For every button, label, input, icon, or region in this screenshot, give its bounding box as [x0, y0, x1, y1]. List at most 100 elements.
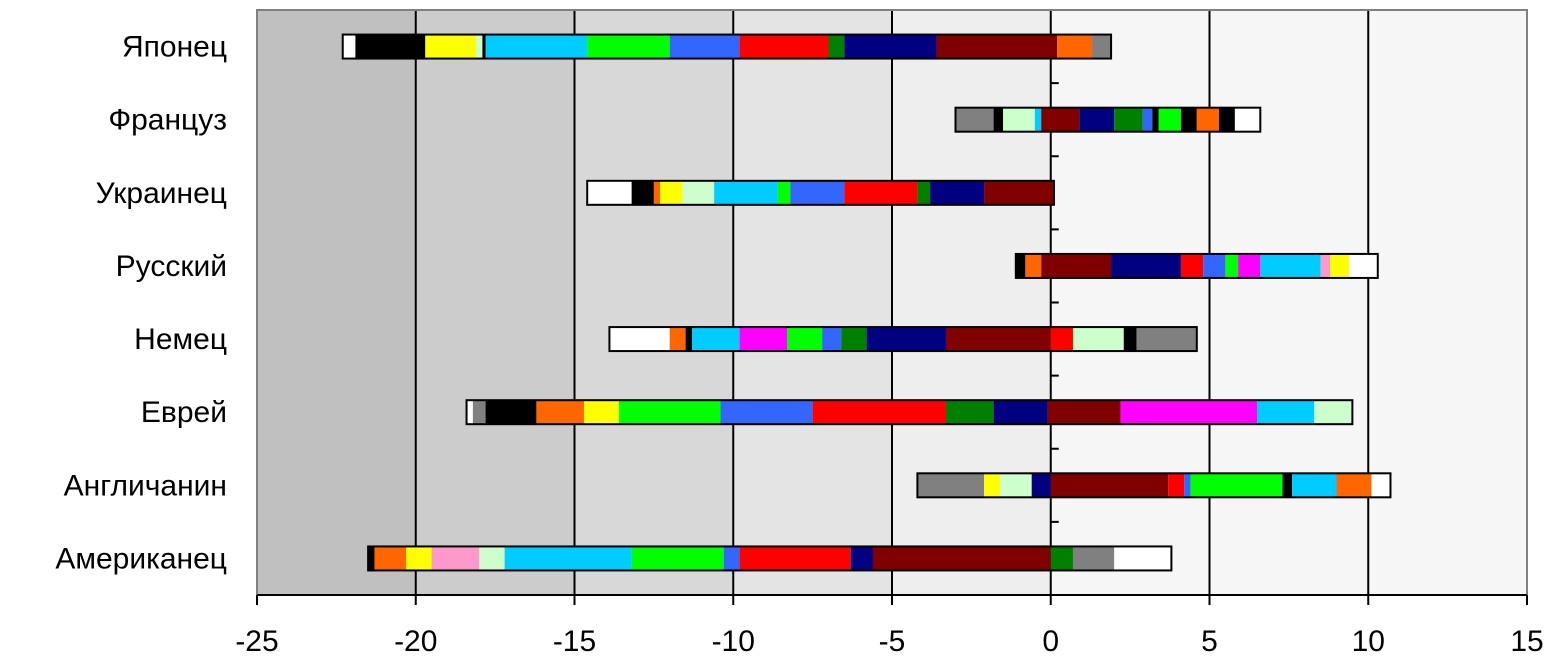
- bar-segment: [1292, 473, 1337, 498]
- bar-segment: [587, 180, 632, 205]
- bar-segment: [485, 400, 537, 425]
- bar-segment: [945, 327, 1051, 352]
- x-tick-label: -20: [394, 625, 437, 658]
- bar-row: [367, 545, 1173, 572]
- x-tick-label: 15: [1510, 625, 1543, 658]
- bar-segment: [682, 180, 715, 205]
- bar-segment: [476, 34, 483, 59]
- category-label: Француз: [108, 104, 227, 137]
- bar-segment: [504, 546, 632, 571]
- category-label: Немец: [134, 323, 227, 356]
- bar-segment: [406, 546, 432, 571]
- bar-segment: [1196, 107, 1220, 132]
- bar-segment: [609, 327, 670, 352]
- bar-segment: [1314, 400, 1353, 425]
- bar-segment: [1025, 253, 1042, 278]
- bar-segment: [472, 400, 486, 425]
- bar-segment: [1041, 253, 1112, 278]
- bar-segment: [999, 473, 1032, 498]
- bar-segment: [1031, 473, 1051, 498]
- bar-row: [341, 33, 1113, 60]
- bar-segment: [669, 34, 740, 59]
- bar-outline: [341, 33, 1113, 60]
- bar-outline: [367, 545, 1173, 572]
- bar-segment: [1111, 253, 1181, 278]
- x-tick-label: 0: [1042, 625, 1059, 658]
- bar-segment: [1349, 253, 1378, 278]
- bar-segment: [631, 546, 724, 571]
- bar-segment: [984, 473, 1000, 498]
- plot-background-band: [1368, 10, 1527, 595]
- plot-background-band: [892, 10, 1051, 595]
- bar-segment: [777, 180, 791, 205]
- category-label: Англичанин: [64, 469, 227, 502]
- bar-segment: [1238, 253, 1261, 278]
- bar-segment: [374, 546, 407, 571]
- bar-segment: [631, 180, 654, 205]
- bar-segment: [1079, 107, 1115, 132]
- bar-segment: [425, 34, 477, 59]
- bar-segment: [872, 546, 1051, 571]
- category-label: Украинец: [96, 177, 227, 210]
- bar-segment: [587, 34, 670, 59]
- x-tick-label: -15: [553, 625, 596, 658]
- bar-segment: [368, 546, 375, 571]
- bar-segment: [812, 400, 946, 425]
- bar-segment: [1057, 34, 1093, 59]
- bar-segment: [1180, 253, 1204, 278]
- bar-segment: [955, 107, 994, 132]
- bar-segment: [536, 400, 585, 425]
- bar-row: [608, 326, 1198, 353]
- bar-row: [465, 399, 1354, 426]
- plot-background-band: [1050, 10, 1210, 595]
- bar-segment: [479, 546, 505, 571]
- bar-segment: [1219, 107, 1235, 132]
- bar-segment: [841, 327, 867, 352]
- bar-segment: [1072, 327, 1124, 352]
- bar-segment: [1041, 107, 1080, 132]
- bar-segment: [714, 180, 778, 205]
- bar-segment: [984, 180, 1054, 205]
- bar-segment: [1168, 473, 1185, 498]
- bar-segment: [482, 34, 486, 59]
- bar-segment: [1114, 546, 1172, 571]
- bar-segment: [739, 327, 788, 352]
- bar-segment: [739, 546, 851, 571]
- bar-segment: [431, 546, 480, 571]
- bar-segment: [866, 327, 946, 352]
- bar-segment: [1136, 327, 1197, 352]
- bar-row: [586, 179, 1055, 206]
- bar-segment: [945, 400, 994, 425]
- bar-segment: [1282, 473, 1293, 498]
- bar-segment: [822, 327, 842, 352]
- bar-segment: [844, 34, 937, 59]
- bars: [341, 33, 1392, 572]
- bar-segment: [1015, 253, 1026, 278]
- bar-segment: [1158, 107, 1181, 132]
- plot-background-band: [574, 10, 734, 595]
- bar-segment: [917, 473, 985, 498]
- bar-segment: [660, 180, 683, 205]
- bar-segment: [685, 327, 692, 352]
- bar-segment: [723, 546, 740, 571]
- x-axis: -25 -20 -15 -10 -5 0 5 10 15: [235, 594, 1544, 658]
- bar-segment: [1003, 107, 1035, 132]
- bar-segment: [917, 180, 931, 205]
- bar-segment: [828, 34, 845, 59]
- bar-segment: [739, 34, 829, 59]
- bar-segment: [993, 107, 1004, 132]
- bar-segment: [1114, 107, 1143, 132]
- bar-segment: [342, 34, 356, 59]
- bar-segment: [844, 180, 918, 205]
- bar-segment: [720, 400, 813, 425]
- bar-segment: [1120, 400, 1258, 425]
- x-tick-label: 5: [1201, 625, 1218, 658]
- plot-background-band: [733, 10, 892, 595]
- bar-segment: [930, 180, 985, 205]
- bar-segment: [993, 400, 1048, 425]
- bar-segment: [936, 34, 1058, 59]
- plot-background-band: [257, 10, 416, 595]
- x-tick-label: 10: [1352, 625, 1385, 658]
- bar-segment: [1203, 253, 1226, 278]
